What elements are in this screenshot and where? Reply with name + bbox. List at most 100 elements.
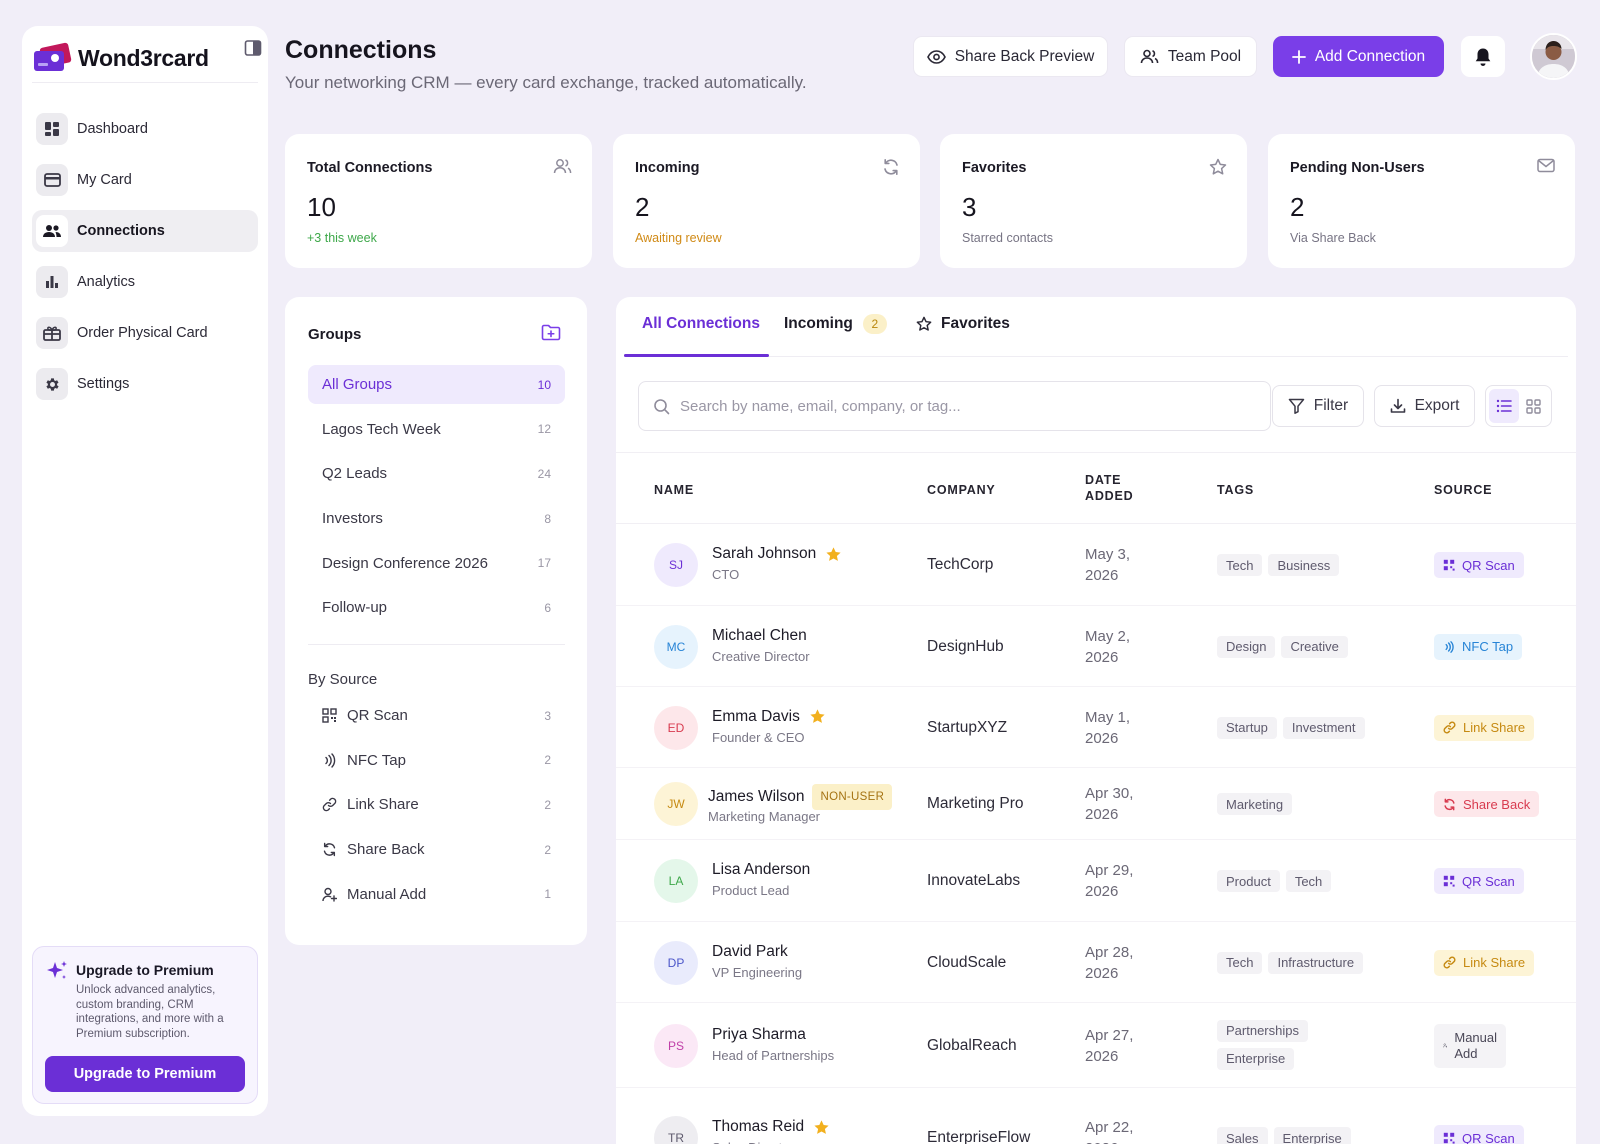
contact-name[interactable]: Emma Davis — [712, 708, 826, 726]
tab-label: All Connections — [642, 315, 760, 332]
group-item-all-groups[interactable]: All Groups 10 — [308, 365, 565, 404]
contact-name[interactable]: Thomas Reid — [712, 1118, 830, 1136]
source-label: Manual Add — [347, 885, 427, 903]
favorite-star-icon[interactable] — [809, 708, 826, 725]
contact-name[interactable]: James Wilson NON-USER — [708, 784, 893, 810]
table-row[interactable]: DP David Park VP Engineering CloudScale … — [616, 922, 1576, 1003]
source-item-manual-add[interactable]: Manual Add 1 — [308, 875, 565, 914]
filter-button[interactable]: Filter — [1272, 385, 1364, 427]
column-header-name[interactable]: NAME — [654, 483, 695, 497]
tag-list: Partnerships Enterprise — [1217, 1019, 1327, 1070]
list-view-button[interactable] — [1489, 389, 1519, 423]
source-count: 2 — [544, 842, 551, 857]
sparkle-icon — [47, 961, 67, 979]
source-item-nfc-tap[interactable]: NFC Tap 2 — [308, 741, 565, 780]
people-icon — [1140, 49, 1159, 64]
avatar[interactable]: SJ — [654, 543, 698, 587]
collapse-sidebar-icon[interactable] — [244, 39, 262, 57]
sidebar-item-label: Order Physical Card — [77, 325, 208, 341]
tag-chip: Enterprise — [1217, 1047, 1295, 1070]
column-header-company[interactable]: COMPANY — [927, 483, 996, 497]
sidebar-item-settings[interactable]: Settings — [32, 363, 258, 405]
group-item-design-conference-2026[interactable]: Design Conference 2026 17 — [308, 544, 565, 583]
stat-note: Awaiting review — [635, 231, 722, 245]
source-item-link-share[interactable]: Link Share 2 — [308, 785, 565, 824]
contact-name[interactable]: David Park — [712, 943, 788, 961]
avatar[interactable]: TR — [654, 1116, 698, 1144]
list-icon — [1496, 399, 1512, 413]
user-avatar[interactable] — [1530, 33, 1577, 80]
table-row[interactable]: JW James Wilson NON-USER Marketing Manag… — [616, 768, 1576, 840]
group-item-lagos-tech-week[interactable]: Lagos Tech Week 12 — [308, 410, 565, 449]
team-pool-label: Team Pool — [1167, 47, 1242, 65]
avatar[interactable]: MC — [654, 624, 698, 669]
team-pool-button[interactable]: Team Pool — [1124, 36, 1257, 77]
column-header-tags[interactable]: TAGS — [1217, 483, 1254, 497]
search-box — [638, 381, 1271, 431]
contact-name[interactable]: Priya Sharma — [712, 1026, 806, 1044]
table-row[interactable]: MC Michael Chen Creative Director Design… — [616, 606, 1576, 687]
table-row[interactable]: LA Lisa Anderson Product Lead InnovateLa… — [616, 840, 1576, 922]
link-icon — [322, 798, 337, 812]
tag-chip: Partnerships — [1217, 1019, 1308, 1042]
contact-name[interactable]: Lisa Anderson — [712, 861, 810, 879]
group-item-investors[interactable]: Investors 8 — [308, 499, 565, 538]
add-connection-button[interactable]: Add Connection — [1273, 36, 1444, 77]
table-row[interactable]: PS Priya Sharma Head of Partnerships Glo… — [616, 1003, 1576, 1088]
source-item-qr-scan[interactable]: QR Scan 3 — [308, 696, 565, 735]
source-badge: Share Back — [1434, 791, 1540, 817]
table-row[interactable]: TR Thomas Reid Sales Director Enterprise… — [616, 1088, 1576, 1144]
table-row[interactable]: ED Emma Davis Founder & CEO StartupXYZ M… — [616, 687, 1576, 768]
share-back-preview-button[interactable]: Share Back Preview — [913, 36, 1108, 77]
tab-favorites[interactable]: Favorites — [916, 315, 1010, 355]
group-item-follow-up[interactable]: Follow-up 6 — [308, 588, 565, 627]
company-name: TechCorp — [927, 556, 994, 573]
date-added: Apr 27, 2026 — [1085, 1026, 1134, 1065]
add-connection-label: Add Connection — [1314, 47, 1426, 65]
source-label: QR Scan — [1462, 557, 1515, 573]
tab-badge: 2 — [862, 314, 887, 334]
stat-value: 10 — [307, 192, 336, 222]
stat-value: 3 — [962, 192, 977, 222]
active-tab-indicator — [624, 354, 769, 357]
brand-name: Wond3rcard — [78, 44, 209, 71]
tag-chip: Startup — [1217, 716, 1277, 739]
avatar[interactable]: PS — [654, 1023, 698, 1068]
table-row[interactable]: SJ Sarah Johnson CTO TechCorp May 3, 202… — [616, 524, 1576, 606]
notifications-button[interactable] — [1461, 36, 1505, 77]
favorite-star-icon[interactable] — [825, 546, 842, 563]
avatar[interactable]: DP — [654, 940, 698, 985]
upgrade-button[interactable]: Upgrade to Premium — [45, 1056, 245, 1092]
tab-all-connections[interactable]: All Connections — [642, 315, 760, 355]
source-badge: Link Share — [1434, 949, 1535, 976]
sidebar-item-my-card[interactable]: My Card — [32, 159, 258, 201]
avatar[interactable]: ED — [654, 705, 698, 750]
source-item-share-back[interactable]: Share Back 2 — [308, 830, 565, 869]
brand[interactable]: Wond3rcard — [32, 36, 258, 80]
export-button[interactable]: Export — [1374, 385, 1475, 427]
upgrade-description: Unlock advanced analytics, custom brandi… — [76, 984, 224, 1040]
column-header-source[interactable]: SOURCE — [1434, 483, 1493, 497]
avatar[interactable]: JW — [654, 782, 698, 826]
column-header-date-added[interactable]: DATE ADDED — [1085, 473, 1134, 503]
add-folder-icon[interactable] — [541, 324, 561, 341]
grid-icon — [1526, 398, 1541, 414]
sidebar-item-order-physical-card[interactable]: Order Physical Card — [32, 312, 258, 354]
people-icon — [36, 215, 68, 247]
search-input[interactable] — [680, 397, 1240, 415]
tab-incoming[interactable]: Incoming 2 — [784, 314, 887, 355]
contact-name[interactable]: Sarah Johnson — [712, 545, 842, 563]
contact-name[interactable]: Michael Chen — [712, 627, 807, 645]
sidebar-item-dashboard[interactable]: Dashboard — [32, 108, 258, 150]
contact-name-text: Michael Chen — [712, 626, 807, 644]
source-label: QR Scan — [1462, 1130, 1515, 1144]
source-label: Link Share — [1463, 955, 1526, 970]
download-icon — [1390, 398, 1405, 413]
grid-view-button[interactable] — [1519, 389, 1549, 423]
sidebar-item-analytics[interactable]: Analytics — [32, 261, 258, 303]
avatar[interactable]: LA — [654, 859, 698, 903]
group-item-q2-leads[interactable]: Q2 Leads 24 — [308, 454, 565, 493]
filter-icon — [1288, 398, 1305, 414]
sidebar-item-connections[interactable]: Connections — [32, 210, 258, 252]
favorite-star-icon[interactable] — [813, 1119, 830, 1136]
